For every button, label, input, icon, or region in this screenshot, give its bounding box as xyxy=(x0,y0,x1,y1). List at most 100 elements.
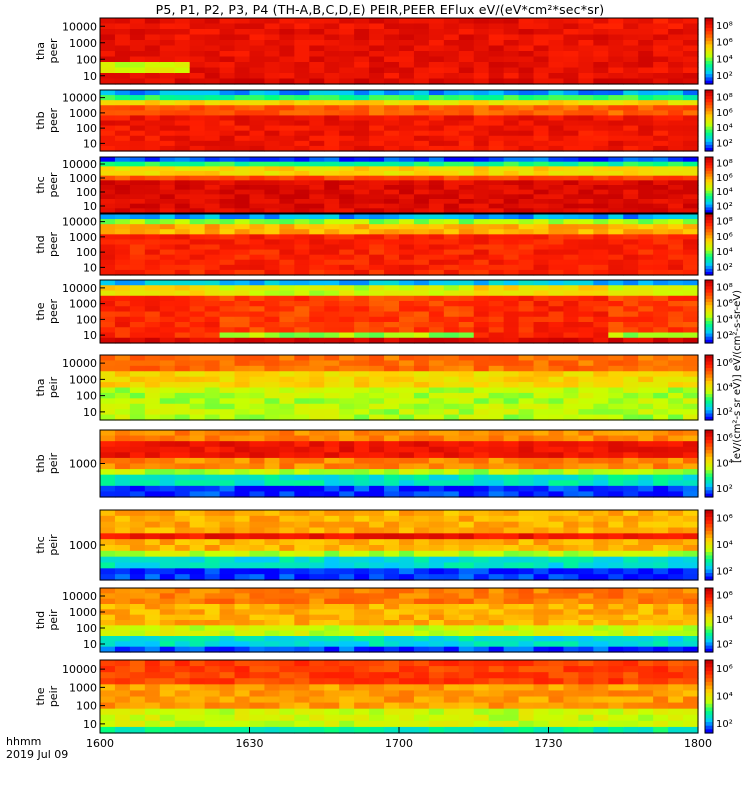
heatmap-cell xyxy=(204,515,221,523)
heatmap-cell xyxy=(100,110,116,117)
heatmap-cell xyxy=(668,355,684,362)
colorbar-segment xyxy=(705,21,713,26)
heatmap-cell xyxy=(533,306,550,313)
heatmap-cell xyxy=(219,161,236,167)
heatmap-cell xyxy=(174,180,191,186)
heatmap-cell xyxy=(518,208,535,214)
heatmap-cell xyxy=(174,301,191,307)
heatmap-cell xyxy=(518,392,535,399)
heatmap-cell xyxy=(668,435,684,442)
heatmap-cell xyxy=(608,365,624,372)
heatmap-cell xyxy=(114,95,131,101)
heatmap-cell xyxy=(473,280,490,286)
heatmap-cell xyxy=(518,135,535,142)
heatmap-cell xyxy=(294,110,310,117)
colorbar-segment xyxy=(705,114,713,119)
heatmap-cell xyxy=(533,690,550,698)
heatmap-cell xyxy=(339,311,355,318)
heatmap-cell xyxy=(144,684,161,692)
heatmap-cell xyxy=(488,646,505,653)
heatmap-cell xyxy=(219,636,236,642)
heatmap-cell xyxy=(518,696,535,704)
heatmap-cell xyxy=(294,29,310,36)
heatmap-cell xyxy=(264,51,280,58)
heatmap-cell xyxy=(458,120,475,127)
heatmap-cell xyxy=(623,521,639,529)
heatmap-cell xyxy=(563,290,579,297)
heatmap-cell xyxy=(428,224,445,230)
heatmap-cell xyxy=(653,45,669,52)
heatmap-cell xyxy=(369,636,385,642)
heatmap-cell xyxy=(384,641,400,648)
heatmap-cell xyxy=(428,269,445,276)
heatmap-cell xyxy=(369,568,385,575)
heatmap-cell xyxy=(608,140,624,147)
heatmap-cell xyxy=(488,684,505,692)
heatmap-cell xyxy=(339,290,355,297)
heatmap-cell xyxy=(458,726,475,734)
heatmap-cell xyxy=(608,337,624,344)
heatmap-cell xyxy=(219,387,236,394)
heatmap-cell xyxy=(443,510,460,517)
heatmap-cell xyxy=(668,189,684,195)
heatmap-cell xyxy=(623,171,639,177)
heatmap-cell xyxy=(443,219,460,225)
heatmap-cell xyxy=(309,630,325,637)
heatmap-cell xyxy=(653,398,669,405)
heatmap-cell xyxy=(324,376,340,383)
heatmap-cell xyxy=(189,666,206,673)
heatmap-cell xyxy=(608,491,624,498)
heatmap-cell xyxy=(458,588,475,594)
heatmap-cell xyxy=(623,208,639,214)
heatmap-cell xyxy=(100,322,116,328)
heatmap-cell xyxy=(279,157,295,163)
heatmap-cell xyxy=(294,360,310,367)
heatmap-cell xyxy=(219,469,236,476)
heatmap-cell xyxy=(264,510,280,517)
heatmap-cell xyxy=(593,175,609,181)
heatmap-cell xyxy=(638,130,654,137)
heatmap-cell xyxy=(234,269,251,276)
heatmap-cell xyxy=(279,322,295,328)
heatmap-cell xyxy=(159,365,176,372)
heatmap-cell xyxy=(443,161,460,167)
heatmap-cell xyxy=(533,620,550,626)
heatmap-cell xyxy=(428,229,445,235)
heatmap-cell xyxy=(503,568,520,575)
heatmap-cell xyxy=(593,545,609,552)
heatmap-cell xyxy=(100,678,116,685)
heatmap-cell xyxy=(473,510,490,517)
heatmap-cell xyxy=(443,678,460,685)
heatmap-cell xyxy=(473,614,490,621)
heatmap-cell xyxy=(219,491,236,498)
colorbar-segment xyxy=(705,232,713,236)
heatmap-cell xyxy=(324,337,340,344)
heatmap-cell xyxy=(204,568,221,575)
heatmap-cell xyxy=(458,510,475,517)
heatmap-cell xyxy=(339,29,355,36)
heatmap-cell xyxy=(264,636,280,642)
heatmap-cell xyxy=(668,398,684,405)
heatmap-cell xyxy=(443,365,460,372)
heatmap-cell xyxy=(518,110,535,117)
heatmap-cell xyxy=(324,562,340,569)
heatmap-cell xyxy=(413,588,430,594)
heatmap-cell xyxy=(189,588,206,594)
heatmap-cell xyxy=(428,239,445,246)
heatmap-cell xyxy=(219,684,236,692)
heatmap-cell xyxy=(473,185,490,191)
heatmap-cell xyxy=(608,229,624,235)
heatmap-cell xyxy=(608,264,624,271)
heatmap-cell xyxy=(114,510,131,517)
heatmap-cell xyxy=(339,430,355,437)
heatmap-cell xyxy=(309,249,325,256)
heatmap-cell xyxy=(129,40,146,47)
heatmap-cell xyxy=(204,355,221,362)
heatmap-cell xyxy=(503,588,520,594)
heatmap-cell xyxy=(234,203,251,209)
heatmap-cell xyxy=(593,485,609,493)
heatmap-cell xyxy=(578,491,594,498)
heatmap-cell xyxy=(668,110,684,117)
heatmap-cell xyxy=(159,203,176,209)
heatmap-cell xyxy=(623,125,639,132)
